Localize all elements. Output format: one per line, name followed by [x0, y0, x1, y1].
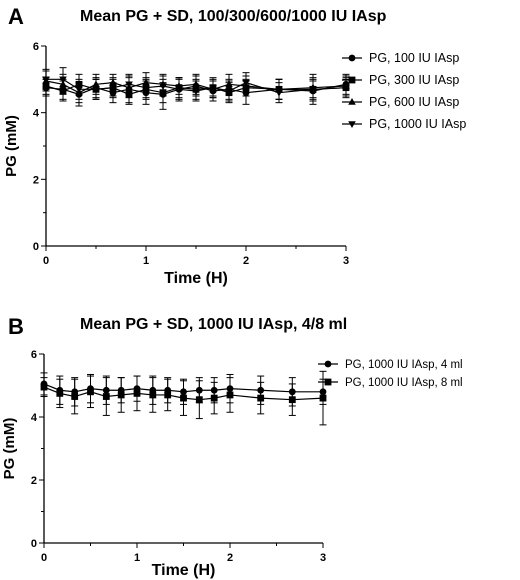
panel-a-legend-marker	[348, 121, 356, 128]
panel-b-legend-marker	[324, 378, 332, 386]
panel-b-data-point	[87, 388, 94, 396]
panel-a-x-axis-label: Time (H)	[164, 270, 228, 287]
panel-a-series-line	[45, 83, 347, 95]
panel-b-data-point	[149, 391, 157, 399]
panel-b-data-point	[180, 394, 187, 402]
panel-b-title: Mean PG + SD, 1000 IU IAsp, 4/8 ml	[80, 316, 348, 333]
panel-b-y-tick-label: 0	[31, 538, 37, 550]
panel-b-x-tick-label: 3	[320, 552, 326, 564]
panel-b-x-tick-label: 0	[41, 552, 47, 564]
panel-a-letter: A	[8, 4, 24, 29]
panel-b-legend-label: PG, 1000 IU IAsp, 8 ml	[345, 377, 463, 389]
panel-a-data-point	[75, 86, 83, 94]
panel-b-data-point	[117, 391, 125, 399]
panel-b-series-line	[43, 383, 323, 393]
panel-a-y-axis-label: PG (mM)	[3, 115, 20, 177]
panel-b-legend-marker	[324, 360, 332, 368]
panel-b-data-point	[133, 389, 141, 397]
panel-b-y-axis-label: PG (mM)	[1, 418, 18, 480]
panel-b-legend: PG, 1000 IU IAsp, 4 ml PG, 1000 IU IAsp, …	[318, 359, 463, 389]
panel-a-data-point	[125, 81, 133, 89]
panel-b-data-point	[195, 396, 203, 404]
panel-b-x-tick-label: 2	[227, 552, 233, 564]
panel-a-series-4	[42, 67, 350, 105]
panel-b-data-point	[319, 394, 327, 402]
panel-a-legend-label: PG, 300 IU IAsp	[369, 73, 459, 87]
panel-b-chart: 0 2 4 6 0 1 2 3 Time (H) PG (mM) PG, 1000 IU IAsp,…	[1, 349, 463, 579]
panel-a-legend-label: PG, 1000 IU IAsp	[369, 117, 466, 131]
panel-a-y-tick-label: 0	[33, 241, 39, 253]
panel-a-data-point	[242, 79, 250, 87]
panel-b-data-point	[164, 391, 172, 399]
panel-b-data-point	[226, 391, 234, 399]
panel-a-data-point	[309, 86, 317, 94]
panel-a-y-tick-label: 2	[33, 174, 39, 186]
panel-b-y-tick-label: 2	[31, 475, 37, 487]
panel-b-letter: B	[8, 314, 24, 339]
panel-a-x-tick-label: 1	[143, 255, 149, 267]
panel-a-title: Mean PG + SD, 100/300/600/1000 IU IAsp	[80, 8, 387, 25]
panel-a-legend-marker	[348, 54, 356, 62]
panel-b-y-tick-label: 6	[31, 349, 37, 361]
panel-a-series-line	[46, 78, 347, 94]
panel-a-data-point	[175, 86, 183, 94]
panel-b-data-point	[56, 389, 64, 397]
panel-a-data-point	[209, 84, 217, 92]
panel-a-data-point	[92, 86, 100, 94]
panel-b-legend-label: PG, 1000 IU IAsp, 4 ml	[345, 359, 463, 371]
panel-a-data-point	[109, 84, 117, 92]
panel-a-y-tick-label: 4	[33, 108, 40, 120]
panel-b-x-tick-label: 1	[134, 552, 140, 564]
panel-a-legend-label: PG, 100 IU IAsp	[369, 51, 459, 65]
panel-a-legend: PG, 100 IU IAsp PG, 300 IU IAsp PG, 600 IU…	[342, 51, 466, 131]
panel-a-data-point	[59, 76, 67, 84]
panel-a-legend-marker	[348, 98, 356, 105]
panel-a-data-point	[142, 84, 150, 92]
panel-a-data-point	[225, 88, 233, 95]
panel-a-legend-label: PG, 600 IU IAsp	[369, 95, 459, 109]
panel-a-data-point	[342, 84, 350, 92]
panel-b-series-2	[40, 370, 327, 426]
panel-b-data-point	[40, 383, 48, 391]
panel-a-legend-marker	[348, 76, 356, 84]
panel-a-data-point	[192, 88, 200, 95]
panel-a-data-point	[275, 89, 283, 97]
panel-b-series-line	[43, 386, 324, 401]
panel-a-y-tick-label: 6	[33, 41, 39, 53]
panel-a-series-line	[45, 83, 347, 95]
panel-b-y-tick-label: 4	[31, 412, 38, 424]
panel-a-data-point	[159, 83, 167, 90]
panel-b-data-point	[71, 393, 79, 400]
panel-b-data-point	[210, 394, 218, 402]
panel-a-x-tick-label: 2	[243, 255, 249, 267]
panel-b-x-axis-label: Time (H)	[152, 562, 216, 579]
panel-a-x-tick-label: 0	[43, 255, 49, 267]
panel-a-x-tick-label: 3	[343, 255, 349, 267]
panel-b-data-point	[102, 393, 110, 400]
panel-b-data-point	[257, 394, 265, 402]
panel-b-data-point	[288, 396, 296, 404]
panel-a-data-point	[42, 76, 50, 84]
